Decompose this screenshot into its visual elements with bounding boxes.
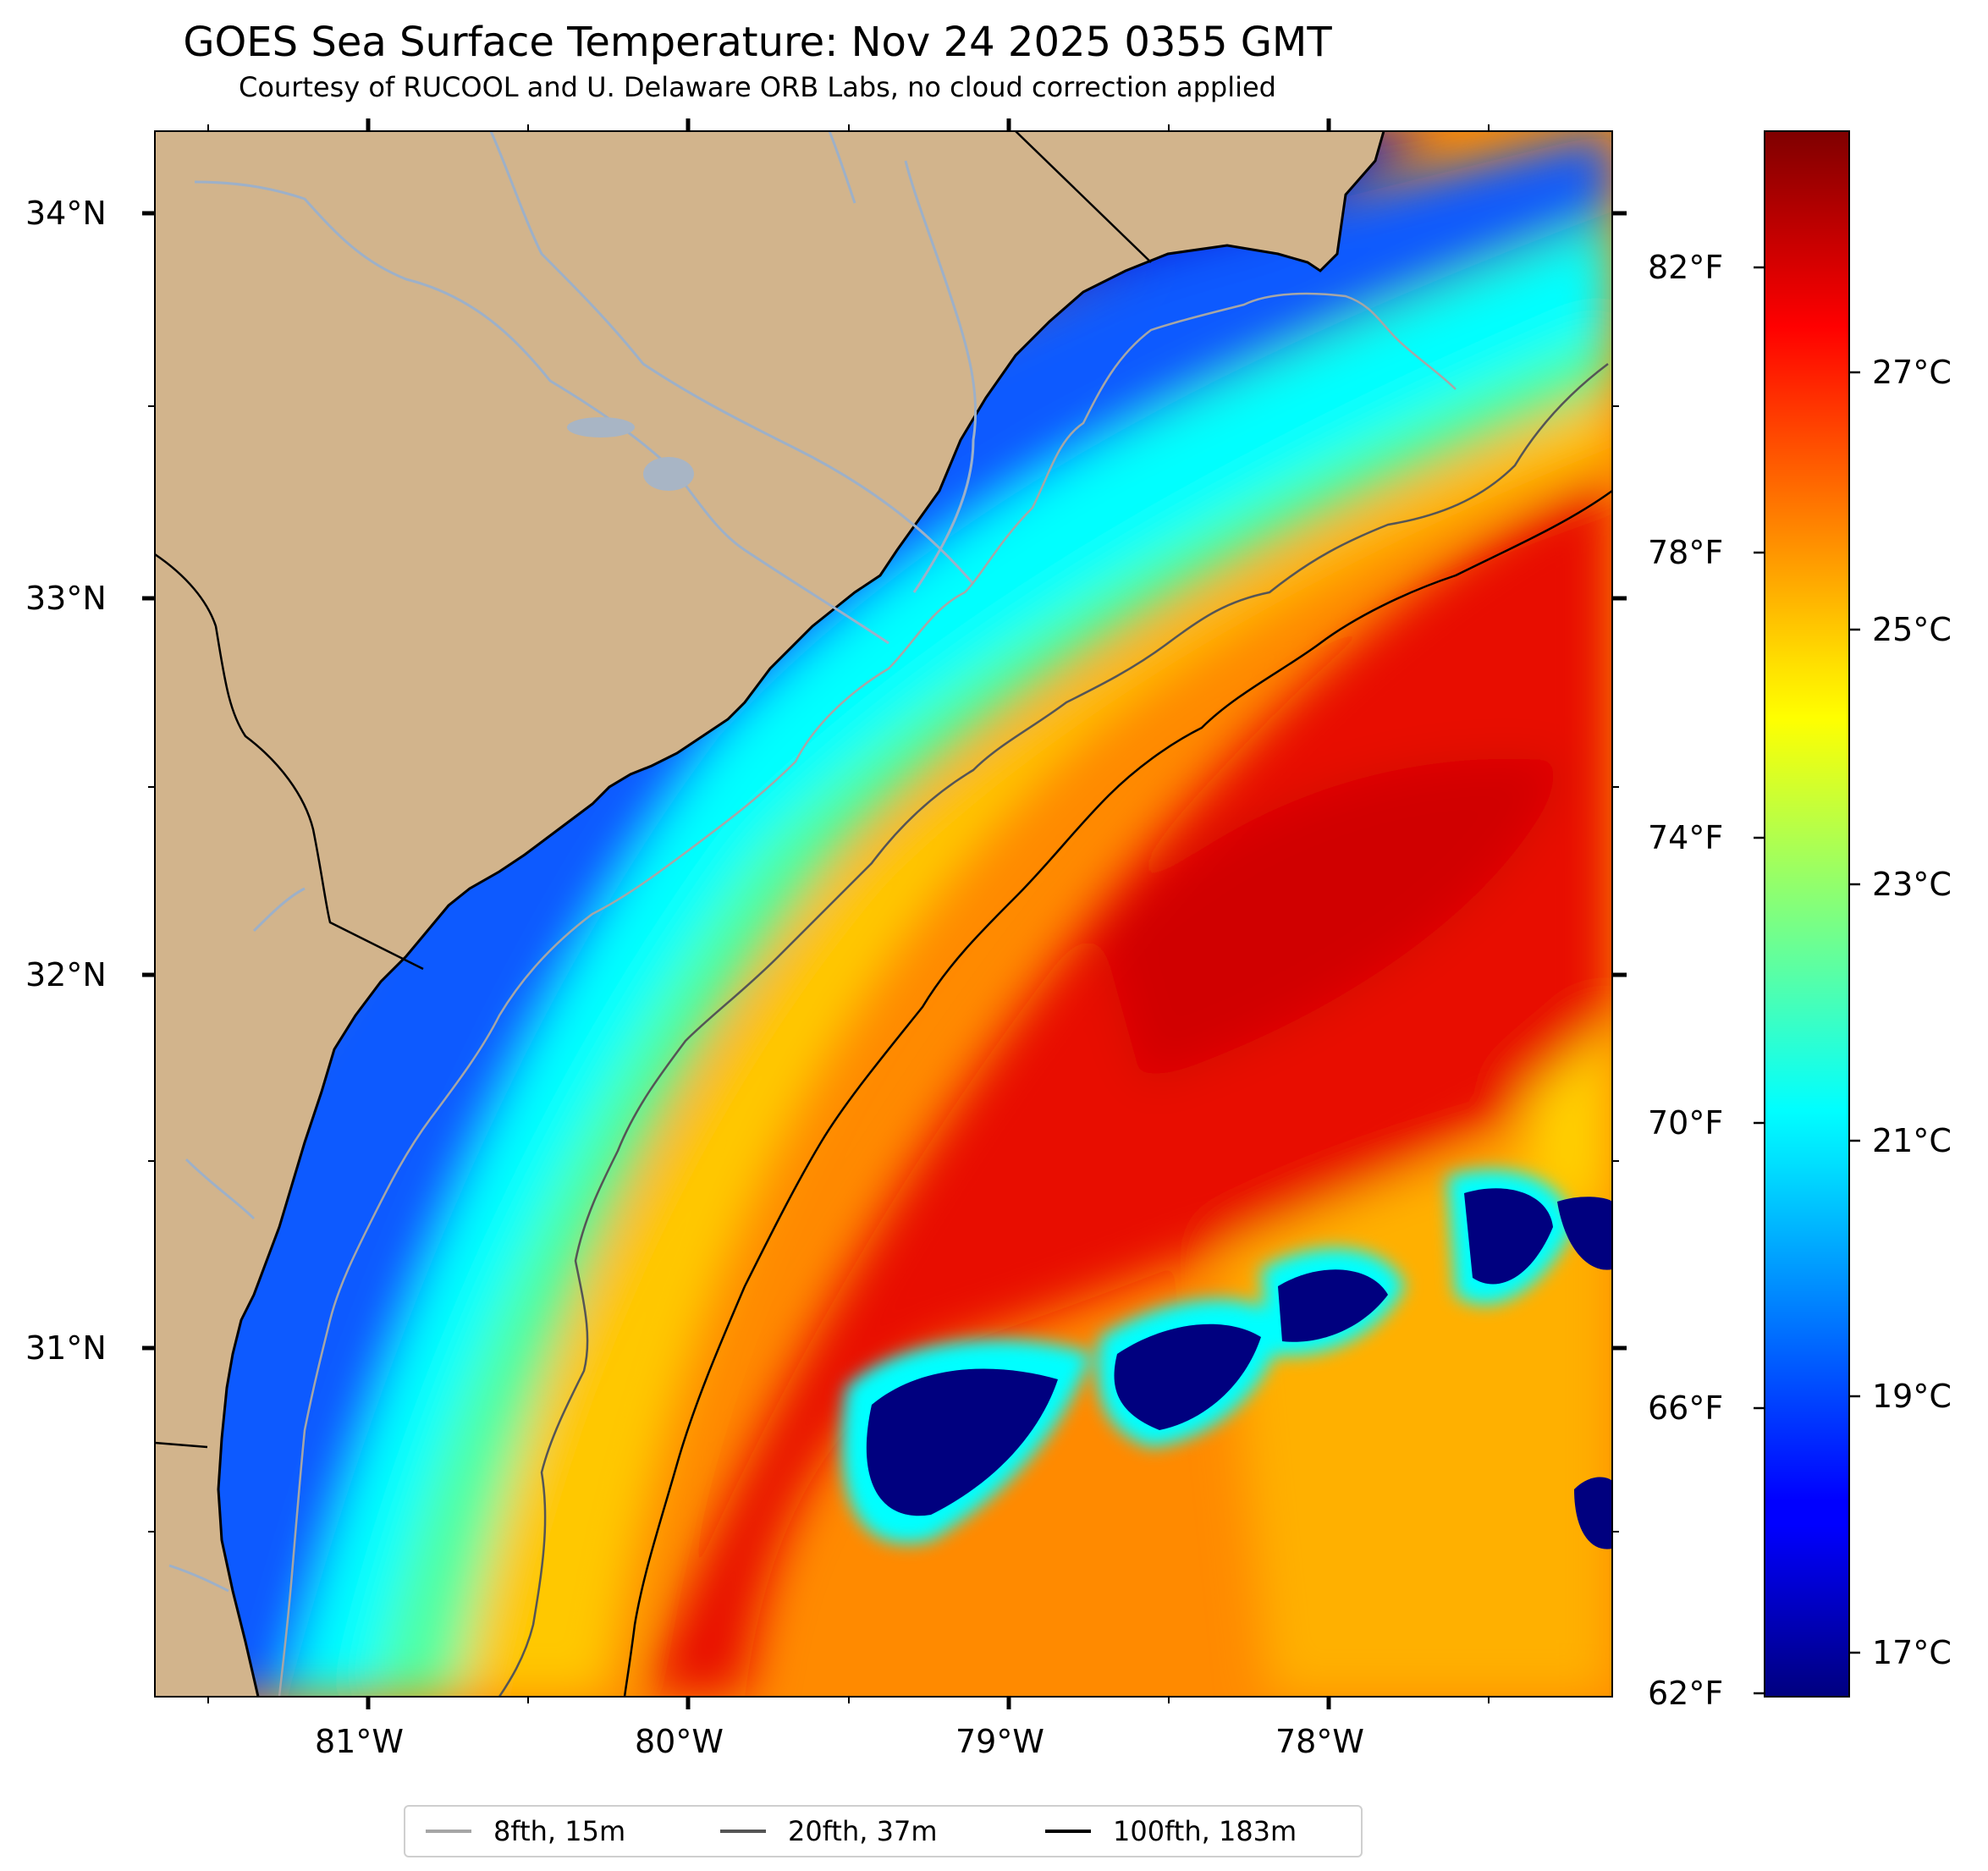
legend-item-8fth: 8fth, 15m bbox=[426, 1807, 625, 1856]
lon-tick-label: 81°W bbox=[315, 1723, 404, 1760]
fahrenheit-tick-label: 74°F bbox=[1648, 819, 1724, 856]
legend-line-black bbox=[1045, 1830, 1091, 1833]
bathymetry-contours bbox=[278, 292, 1612, 1697]
fahrenheit-tick-label: 62°F bbox=[1648, 1675, 1724, 1712]
legend-line-dark-gray bbox=[720, 1830, 766, 1833]
lat-tick-label: 34°N bbox=[25, 195, 107, 232]
colorbar-ticks bbox=[1754, 266, 1860, 1695]
legend-label: 8fth, 15m bbox=[493, 1815, 626, 1847]
map-frame bbox=[154, 130, 1613, 1698]
contour-legend: 8fth, 15m 20fth, 37m 100fth, 183m bbox=[404, 1805, 1363, 1857]
fahrenheit-tick-label: 70°F bbox=[1648, 1104, 1724, 1142]
figure-title: GOES Sea Surface Temperature: Nov 24 202… bbox=[183, 19, 1332, 66]
celsius-tick-label: 19°C bbox=[1872, 1378, 1952, 1415]
lat-tick-label: 31°N bbox=[25, 1329, 107, 1367]
colorbar bbox=[1764, 130, 1850, 1698]
lon-tick-label: 78°W bbox=[1275, 1723, 1364, 1760]
legend-item-20fth: 20fth, 37m bbox=[720, 1807, 937, 1856]
lat-tick-label: 32°N bbox=[25, 956, 107, 993]
legend-label: 20fth, 37m bbox=[788, 1815, 938, 1847]
legend-line-light-gray bbox=[426, 1830, 471, 1833]
lon-tick-label: 80°W bbox=[635, 1723, 724, 1760]
celsius-tick-label: 27°C bbox=[1872, 354, 1952, 391]
legend-item-100fth: 100fth, 183m bbox=[1045, 1807, 1297, 1856]
lat-tick-label: 33°N bbox=[25, 580, 107, 617]
map-minor-ticks bbox=[148, 124, 1619, 1703]
celsius-tick-label: 25°C bbox=[1872, 611, 1952, 648]
figure-subtitle: Courtesy of RUCOOL and U. Delaware ORB L… bbox=[239, 71, 1276, 103]
fahrenheit-tick-label: 78°F bbox=[1648, 534, 1724, 571]
celsius-tick-label: 21°C bbox=[1872, 1122, 1952, 1159]
fahrenheit-tick-label: 82°F bbox=[1648, 249, 1724, 286]
legend-label: 100fth, 183m bbox=[1113, 1815, 1297, 1847]
fahrenheit-tick-label: 66°F bbox=[1648, 1389, 1724, 1427]
lon-tick-label: 79°W bbox=[955, 1723, 1044, 1760]
celsius-tick-label: 17°C bbox=[1872, 1634, 1952, 1671]
land bbox=[155, 131, 1385, 1697]
map-ticks bbox=[142, 118, 1627, 1709]
celsius-tick-label: 23°C bbox=[1872, 866, 1952, 903]
